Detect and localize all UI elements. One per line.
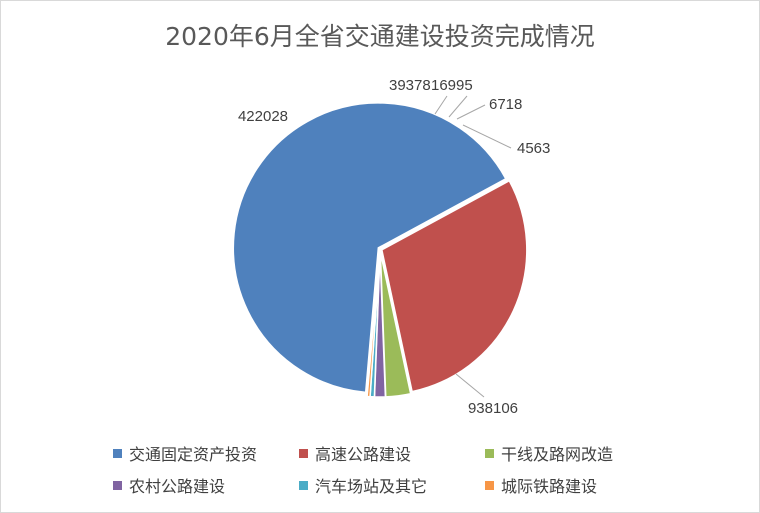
legend-swatch: [299, 480, 308, 490]
leader-line-1: [455, 373, 485, 398]
legend-item-3: 干线及路网改造: [485, 441, 673, 465]
leader-line-4: [448, 95, 468, 118]
legend-swatch: [299, 448, 308, 458]
legend-label: 农村公路建设: [129, 477, 226, 496]
pie-slice-2: [380, 179, 528, 393]
legend-item-6: 城际铁路建设: [485, 473, 673, 497]
legend-label: 汽车场站及其它: [315, 477, 428, 496]
legend-item-2: 高速公路建设: [299, 441, 485, 465]
legend-item-5: 汽车场站及其它: [299, 473, 485, 497]
pie-chart: 938106 422028 39378 16995 6718 4563: [232, 77, 550, 417]
legend-label: 交通固定资产投资: [129, 445, 258, 464]
legend-label: 城际铁路建设: [501, 477, 598, 496]
data-label-3: 39378: [389, 77, 431, 94]
leader-line-3: [434, 95, 448, 115]
chart-title: 2020年6月全省交通建设投资完成情况: [165, 22, 595, 51]
pie-slice-6: [366, 251, 381, 398]
pie-slice-1: [232, 102, 507, 394]
data-label-1: 938106: [468, 400, 518, 417]
chart-legend: 交通固定资产投资 高速公路建设 干线及路网改造农村公路建设 汽车场站及其它 城际铁路建设: [113, 441, 673, 497]
legend-label: 干线及路网改造: [501, 445, 614, 464]
data-label-6: 4563: [517, 140, 550, 157]
leader-line-5: [456, 104, 486, 120]
legend-item-4: 农村公路建设: [113, 473, 299, 497]
data-label-4: 16995: [431, 77, 473, 94]
legend-swatch: [485, 480, 494, 490]
legend-label: 高速公路建设: [315, 445, 412, 464]
data-label-2: 422028: [238, 108, 288, 125]
legend-swatch: [113, 448, 122, 458]
legend-swatch: [485, 448, 494, 458]
legend-item-1: 交通固定资产投资: [113, 441, 299, 465]
data-label-5: 6718: [489, 96, 522, 113]
leader-line-6: [462, 124, 512, 149]
legend-swatch: [113, 480, 122, 490]
